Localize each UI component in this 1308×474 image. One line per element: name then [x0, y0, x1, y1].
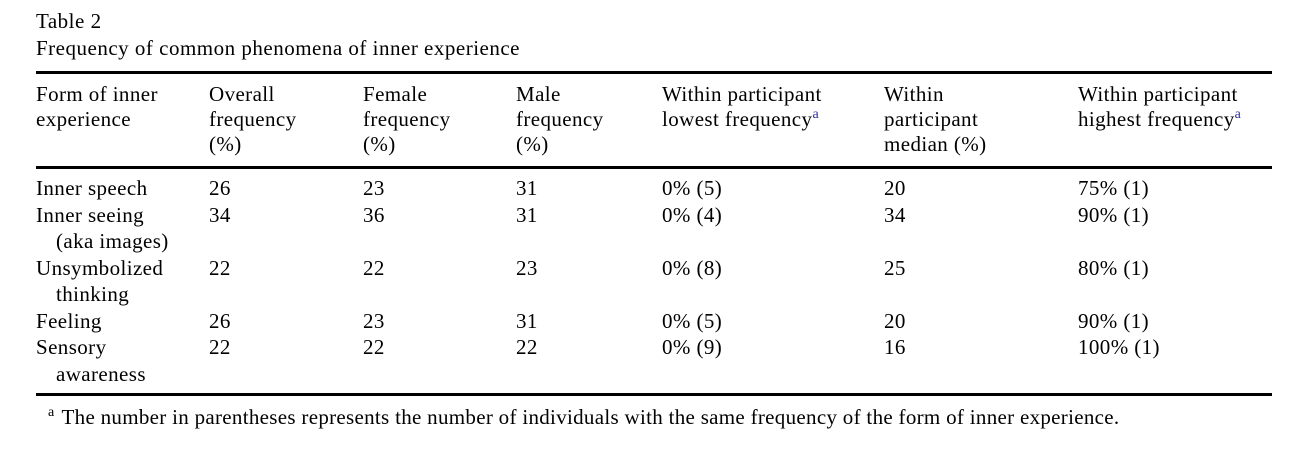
col-header-text: Within participant lowest frequency	[662, 82, 822, 131]
cell-male: 31	[516, 308, 538, 333]
col-header-female-frequency: Female frequency (%)	[363, 72, 516, 169]
cell-overall: 22	[209, 335, 231, 359]
table-row-sensory-awareness: Sensory awareness 22 22 22 0% (9) 16 100%…	[36, 334, 1272, 395]
footnote-marker: a	[48, 405, 55, 420]
table-caption-block: Table 2 Frequency of common phenomena of…	[36, 8, 1272, 62]
row-label-cell: Sensory awareness	[36, 334, 209, 395]
cell-female: 36	[363, 202, 385, 227]
row-label-cell: Inner speech	[36, 168, 209, 202]
row-label-line1: Inner speech	[36, 176, 148, 200]
row-label-line1: Unsymbolized	[36, 255, 164, 280]
cell-female: 23	[363, 176, 385, 200]
col-header-male-frequency: Male frequency (%)	[516, 72, 662, 169]
cell-median: 16	[884, 335, 906, 359]
cell-male: 31	[516, 202, 538, 227]
table-row-inner-speech: Inner speech 26 23 31 0% (5) 20 75% (1)	[36, 168, 1272, 202]
row-label-line2: awareness	[56, 361, 146, 386]
cell-male: 22	[516, 335, 538, 359]
cell-median: 34	[884, 202, 906, 227]
table-title: Table 2	[36, 9, 102, 33]
cell-median: 20	[884, 308, 906, 333]
row-label-line1: Sensory	[36, 335, 107, 359]
col-header-form-of-inner-experience: Form of inner experience	[36, 72, 209, 169]
cell-overall: 26	[209, 176, 231, 200]
col-header-overall-frequency: Overall frequency (%)	[209, 72, 363, 169]
footnote-marker-superscript: a	[1234, 107, 1242, 122]
cell-female: 22	[363, 335, 385, 359]
row-label-line2: (aka images)	[56, 229, 169, 253]
cell-female: 22	[363, 255, 385, 280]
table-subtitle: Frequency of common phenomena of inner e…	[36, 36, 520, 60]
row-label-cell: Unsymbolized thinking	[36, 255, 209, 308]
cell-lowest: 0% (9)	[662, 335, 723, 359]
cell-highest: 90% (1)	[1078, 308, 1150, 333]
cell-median: 20	[884, 176, 906, 200]
cell-highest: 75% (1)	[1078, 176, 1150, 200]
row-label-cell: Feeling	[36, 308, 209, 335]
cell-male: 23	[516, 255, 538, 280]
cell-overall: 34	[209, 202, 231, 227]
col-header-text: Within participant highest frequency	[1078, 82, 1238, 131]
col-header-text: Within participant median (%)	[884, 82, 987, 156]
col-header-text: Female frequency (%)	[363, 82, 451, 156]
col-header-text: Form of inner experience	[36, 82, 158, 131]
table-row-unsymbolized-thinking: Unsymbolized thinking 22 22 23 0% (8) 25 …	[36, 255, 1272, 308]
table-row-inner-seeing: Inner seeing (aka images) 34 36 31 0% (4)…	[36, 202, 1272, 255]
cell-median: 25	[884, 255, 906, 280]
cell-lowest: 0% (4)	[662, 202, 723, 227]
col-header-highest-frequency: Within participant highest frequencya	[1078, 72, 1272, 169]
cell-highest: 80% (1)	[1078, 255, 1150, 280]
cell-female: 23	[363, 308, 385, 333]
row-label-line1: Feeling	[36, 308, 102, 333]
col-header-lowest-frequency: Within participant lowest frequencya	[662, 72, 884, 169]
table-row-feeling: Feeling 26 23 31 0% (5) 20 90% (1)	[36, 308, 1272, 335]
row-label-line2: thinking	[56, 282, 130, 306]
row-label-cell: Inner seeing (aka images)	[36, 202, 209, 255]
cell-lowest: 0% (5)	[662, 176, 723, 200]
col-header-text: Overall frequency (%)	[209, 82, 297, 156]
header-row: Form of inner experience Overall frequen…	[36, 72, 1272, 169]
col-header-median: Within participant median (%)	[884, 72, 1078, 169]
frequency-table: Form of inner experience Overall frequen…	[36, 71, 1272, 396]
cell-male: 31	[516, 176, 538, 200]
cell-overall: 26	[209, 308, 231, 333]
footnote-marker-superscript: a	[812, 107, 820, 122]
cell-highest: 90% (1)	[1078, 202, 1150, 227]
cell-highest: 100% (1)	[1078, 335, 1160, 359]
row-label-line1: Inner seeing	[36, 202, 145, 227]
footnote-text: The number in parentheses represents the…	[61, 405, 1120, 429]
cell-overall: 22	[209, 255, 231, 280]
cell-lowest: 0% (5)	[662, 308, 723, 333]
paper-page: Table 2 Frequency of common phenomena of…	[36, 8, 1272, 430]
table-footnote: a The number in parentheses represents th…	[36, 404, 1272, 430]
col-header-text: Male frequency (%)	[516, 82, 604, 156]
cell-lowest: 0% (8)	[662, 255, 723, 280]
